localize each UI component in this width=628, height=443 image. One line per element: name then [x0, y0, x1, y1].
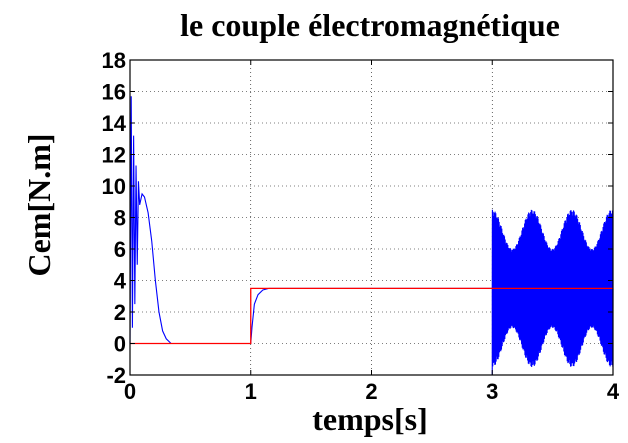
x-tick-label: 1	[245, 379, 257, 404]
x-tick-label: 3	[486, 379, 498, 404]
x-tick-label: 4	[607, 379, 620, 404]
series-line-blue	[129, 96, 614, 368]
y-tick-label: 8	[114, 206, 126, 231]
axis-ticks	[129, 59, 614, 376]
y-tick-label: 10	[102, 174, 126, 199]
y-tick-label: 6	[114, 237, 126, 262]
x-tick-label: 0	[124, 379, 136, 404]
y-tick-label: 12	[102, 143, 126, 168]
x-tick-label: 2	[365, 379, 377, 404]
y-axis-label: Cem[N.m]	[21, 133, 57, 276]
y-tick-label: 2	[114, 300, 126, 325]
chart-title: le couple électromagnétique	[180, 7, 560, 43]
series-line-red	[130, 287, 613, 345]
y-tick-label: 0	[114, 332, 126, 357]
y-tick-label: 16	[102, 80, 126, 105]
x-axis-label: temps[s]	[312, 401, 428, 437]
y-tick-label: -2	[106, 363, 126, 388]
y-tick-label: 14	[102, 111, 127, 136]
plot-series	[129, 96, 614, 375]
y-tick-label: 4	[114, 269, 127, 294]
y-tick-label: 18	[102, 48, 126, 73]
